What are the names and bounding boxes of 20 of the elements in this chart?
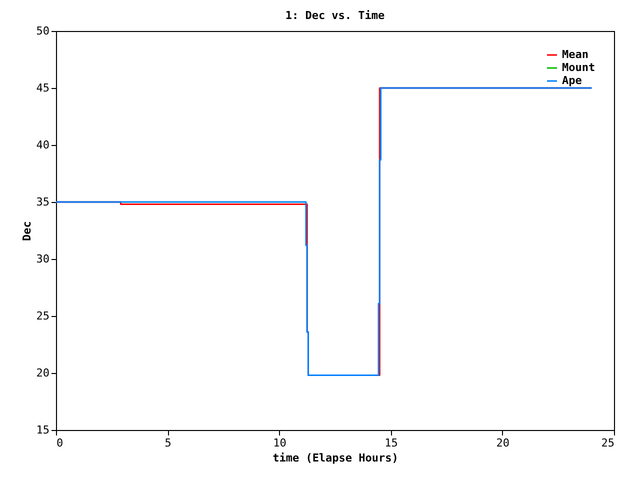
x-tick-label: 20	[496, 436, 510, 450]
y-tick-label: 30	[36, 252, 50, 266]
y-tick-label: 35	[36, 196, 50, 208]
y-tick-label: 45	[36, 82, 50, 94]
x-tick-label: 10	[273, 436, 286, 450]
legend-label: Mount	[562, 61, 596, 74]
chart-title: 1: Dec vs. Time	[285, 9, 386, 22]
x-tick-label: 5	[164, 436, 172, 450]
x-tick-label: 15	[384, 436, 398, 450]
legend-label: Ape	[562, 74, 582, 87]
x-tick-label: 25	[601, 436, 614, 450]
y-axis-title: Dec	[20, 221, 34, 241]
y-tick-label: 50	[36, 24, 50, 38]
y-tick-label: 15	[36, 424, 50, 436]
legend-label: Mean	[562, 48, 588, 61]
y-tick-label: 25	[36, 310, 50, 322]
x-tick-label: 0	[56, 436, 64, 450]
y-tick-label: 20	[36, 366, 50, 380]
x-axis-title: time (Elapse Hours)	[272, 452, 398, 464]
y-tick-label: 40	[36, 138, 50, 152]
